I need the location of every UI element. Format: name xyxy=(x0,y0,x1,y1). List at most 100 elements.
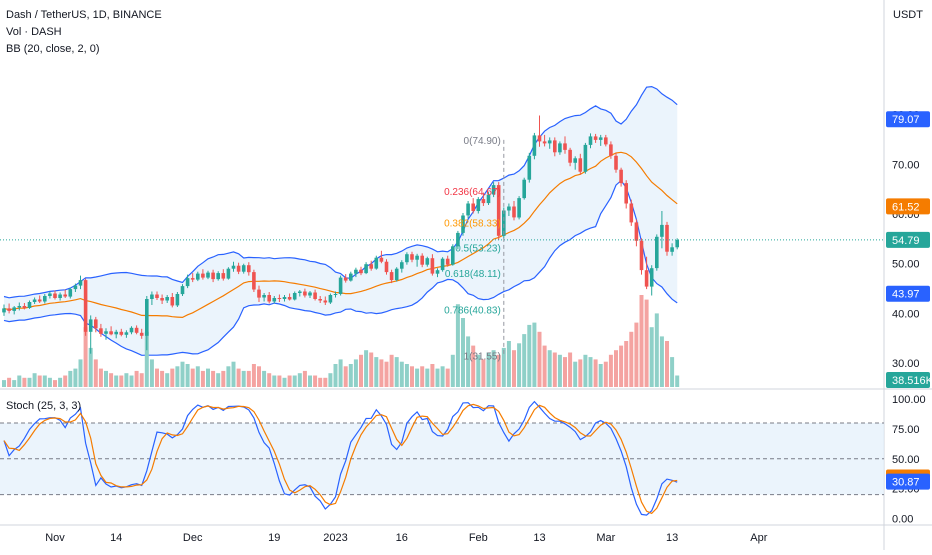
candle[interactable] xyxy=(440,257,445,272)
candle[interactable] xyxy=(471,198,475,214)
candle[interactable] xyxy=(547,137,552,149)
candle[interactable] xyxy=(369,260,373,271)
candle[interactable] xyxy=(170,293,175,308)
candle[interactable] xyxy=(343,274,348,283)
candle[interactable] xyxy=(578,153,583,175)
candle[interactable] xyxy=(12,306,16,315)
candle[interactable] xyxy=(114,329,118,339)
candle[interactable] xyxy=(58,292,62,301)
candle[interactable] xyxy=(451,244,455,266)
candle[interactable] xyxy=(175,292,180,307)
candle[interactable] xyxy=(27,300,32,309)
candle[interactable] xyxy=(88,315,93,354)
candle[interactable] xyxy=(400,260,404,273)
candle[interactable] xyxy=(68,287,73,299)
candle[interactable] xyxy=(481,192,486,206)
candle[interactable] xyxy=(196,271,200,282)
candle[interactable] xyxy=(236,262,241,275)
candle[interactable] xyxy=(150,291,154,306)
candle[interactable] xyxy=(139,328,144,339)
candle[interactable] xyxy=(303,288,307,298)
candle[interactable] xyxy=(542,134,547,147)
candle[interactable] xyxy=(73,283,78,292)
candle[interactable] xyxy=(445,255,450,267)
candle[interactable] xyxy=(614,152,618,173)
candle[interactable] xyxy=(282,295,287,302)
candle[interactable] xyxy=(22,303,27,310)
candle[interactable] xyxy=(160,294,164,305)
candle[interactable] xyxy=(272,296,277,304)
candle[interactable] xyxy=(364,262,368,275)
candle[interactable] xyxy=(527,152,532,183)
candle[interactable] xyxy=(83,278,88,336)
candle[interactable] xyxy=(262,293,266,302)
candle[interactable] xyxy=(277,294,282,303)
candle[interactable] xyxy=(660,211,664,249)
candle[interactable] xyxy=(267,292,271,304)
candle[interactable] xyxy=(247,262,251,276)
candle[interactable] xyxy=(496,182,501,240)
candle[interactable] xyxy=(99,323,103,337)
candle[interactable] xyxy=(486,192,491,205)
candle[interactable] xyxy=(53,290,57,300)
candle[interactable] xyxy=(573,156,577,170)
candle[interactable] xyxy=(48,291,52,299)
candle[interactable] xyxy=(558,141,562,155)
fibonacci-retracement[interactable]: 0(74.90) 0.236(64.67) 0.382(58.33) 0.5(53.2… xyxy=(444,136,505,363)
candle[interactable] xyxy=(94,316,98,333)
candle[interactable] xyxy=(206,270,210,280)
candle[interactable] xyxy=(119,328,124,337)
candle[interactable] xyxy=(124,330,129,338)
candle[interactable] xyxy=(639,238,644,275)
candle[interactable] xyxy=(563,136,567,154)
candle[interactable] xyxy=(226,267,231,280)
candle[interactable] xyxy=(598,134,603,146)
candle[interactable] xyxy=(604,134,608,147)
candle[interactable] xyxy=(568,147,572,167)
candle[interactable] xyxy=(185,274,190,289)
candle[interactable] xyxy=(583,142,588,174)
candle[interactable] xyxy=(318,296,322,303)
candle[interactable] xyxy=(211,269,215,283)
candle[interactable] xyxy=(476,197,481,214)
candle[interactable] xyxy=(665,221,669,256)
candle[interactable] xyxy=(287,293,292,301)
candle[interactable] xyxy=(37,295,42,304)
candle[interactable] xyxy=(430,254,435,276)
candle[interactable] xyxy=(7,303,11,314)
candle[interactable] xyxy=(252,269,256,292)
candle[interactable] xyxy=(644,256,649,290)
candle[interactable] xyxy=(394,267,399,282)
candle[interactable] xyxy=(634,219,639,247)
candle[interactable] xyxy=(104,328,108,340)
candle[interactable] xyxy=(456,230,460,250)
candle[interactable] xyxy=(298,290,302,297)
candle[interactable] xyxy=(78,275,83,290)
candle[interactable] xyxy=(43,294,47,304)
candle[interactable] xyxy=(649,265,654,296)
candle[interactable] xyxy=(670,243,674,256)
candle[interactable] xyxy=(155,291,159,301)
candle[interactable] xyxy=(466,201,470,219)
candlesticks[interactable] xyxy=(0,115,884,354)
candle[interactable] xyxy=(165,295,169,303)
candle[interactable] xyxy=(537,115,542,147)
candle[interactable] xyxy=(619,167,623,187)
candle[interactable] xyxy=(655,234,659,271)
candle[interactable] xyxy=(629,199,634,226)
candle[interactable] xyxy=(338,275,343,296)
candle[interactable] xyxy=(410,251,414,263)
candle[interactable] xyxy=(308,291,312,298)
candle[interactable] xyxy=(512,201,516,221)
candle[interactable] xyxy=(491,182,496,198)
candle[interactable] xyxy=(190,273,195,283)
candle[interactable] xyxy=(201,269,205,280)
candle[interactable] xyxy=(241,263,246,274)
candle[interactable] xyxy=(63,289,67,298)
candle[interactable] xyxy=(593,133,598,143)
candle[interactable] xyxy=(609,141,613,159)
candle[interactable] xyxy=(379,250,384,264)
candle[interactable] xyxy=(675,238,679,250)
